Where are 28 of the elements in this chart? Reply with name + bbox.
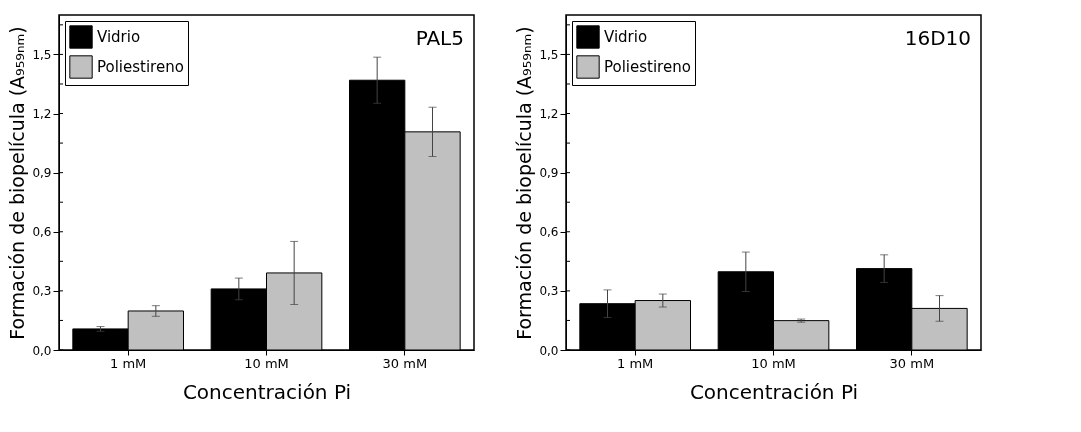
legend-label: Vidrio xyxy=(604,28,648,46)
y-axis-title: Formación de biopelícula (A₉₅₉ₙₘ) xyxy=(513,26,536,340)
y-tick-label: 1,5 xyxy=(539,47,559,62)
x-tick-label: 10 mM xyxy=(751,355,796,371)
x-tick-label: 1 mM xyxy=(617,355,654,371)
y-tick-label: 0,6 xyxy=(539,225,559,240)
y-tick-label: 0,3 xyxy=(539,284,559,299)
x-tick-label: 30 mM xyxy=(889,355,935,371)
y-tick-label: 1,5 xyxy=(32,47,52,62)
text: PAL5 xyxy=(415,26,464,50)
legend-label: Vidrio xyxy=(97,28,141,46)
text: 16D10 xyxy=(904,26,971,50)
y-tick-label: 0,9 xyxy=(32,166,52,181)
x-tick-label: 1 mM xyxy=(110,355,147,371)
x-tick-label: 30 mM xyxy=(382,355,428,371)
y-axis-title: Formación de biopelícula (A₉₅₉ₙₘ) xyxy=(6,26,29,340)
x-axis-title: Concentración Pi xyxy=(689,379,859,404)
x-tick-label: 10 mM xyxy=(244,355,289,371)
y-tick-label: 0,3 xyxy=(32,284,52,299)
y-tick-label: 0,9 xyxy=(539,166,559,181)
y-tick-label: 0,6 xyxy=(32,225,52,240)
y-tick-label: 1,2 xyxy=(539,107,559,122)
y-tick-label: 1,2 xyxy=(32,107,52,122)
legend-label: Poliestireno xyxy=(604,58,691,76)
legend-label: Poliestireno xyxy=(97,58,184,76)
y-tick-label: 0,0 xyxy=(32,343,52,358)
x-axis-title: Concentración Pi xyxy=(182,379,352,404)
y-tick-label: 0,0 xyxy=(539,343,559,358)
